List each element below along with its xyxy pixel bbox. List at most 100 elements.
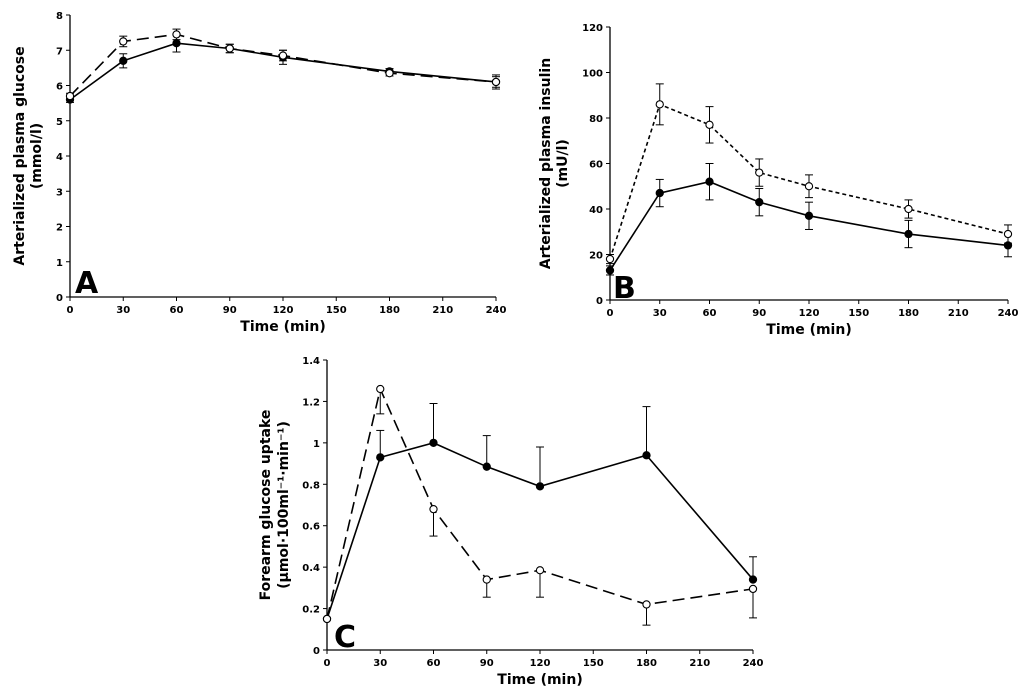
data-point-open bbox=[705, 120, 714, 129]
data-point-filled bbox=[482, 462, 491, 471]
data-point-open bbox=[225, 44, 234, 53]
x-tick-label: 0 bbox=[67, 305, 74, 316]
panel-A: 0 1 2 3 4 5 6 7 8 0 30 60 90 120 150 180 210 240 Time (min… bbox=[12, 11, 506, 335]
data-point-open bbox=[535, 566, 545, 575]
x-tick-label: 90 bbox=[480, 658, 494, 669]
data-point-open bbox=[904, 204, 913, 214]
series-line-open bbox=[69, 33, 497, 97]
x-tick-label: 60 bbox=[703, 308, 717, 319]
y-tick-label: 6 bbox=[56, 82, 63, 93]
x-tick-label: 240 bbox=[486, 305, 507, 316]
x-tick-label: 180 bbox=[636, 658, 657, 669]
y-tick-label: 2 bbox=[56, 223, 63, 234]
y-axis-title: Forearm glucose uptake bbox=[258, 410, 274, 601]
x-tick-label: 150 bbox=[848, 308, 869, 319]
x-tick-label: 60 bbox=[427, 658, 441, 669]
x-tick-label: 90 bbox=[752, 308, 766, 319]
x-tick-label: 210 bbox=[689, 658, 710, 669]
data-point-filled bbox=[755, 198, 764, 207]
x-axis-title: Time (min) bbox=[240, 319, 325, 335]
y-tick-label: 5 bbox=[56, 117, 63, 128]
x-tick-label: 240 bbox=[998, 308, 1019, 319]
data-point-open bbox=[65, 91, 75, 101]
data-point-open bbox=[429, 504, 438, 514]
y-tick-label: 40 bbox=[589, 205, 603, 216]
data-point-open bbox=[278, 51, 288, 60]
x-tick-label: 30 bbox=[373, 658, 387, 669]
y-tick-label: 1.2 bbox=[302, 397, 320, 408]
data-point-filled bbox=[429, 438, 438, 448]
x-tick-label: 0 bbox=[607, 308, 614, 319]
y-axis-unit: (µmol·100ml⁻¹·min⁻¹) bbox=[276, 421, 292, 589]
y-tick-label: 7 bbox=[56, 46, 63, 57]
data-point-open bbox=[322, 614, 332, 624]
y-tick-label: 4 bbox=[56, 152, 63, 163]
data-point-filled bbox=[535, 482, 545, 491]
data-point-open bbox=[172, 30, 181, 39]
y-tick-label: 1.4 bbox=[302, 356, 320, 367]
data-point-open bbox=[385, 69, 394, 78]
data-point-filled bbox=[804, 211, 814, 220]
x-tick-label: 30 bbox=[653, 308, 667, 319]
y-tick-label: 0.4 bbox=[302, 563, 320, 574]
y-tick-label: 1 bbox=[313, 439, 320, 450]
data-point-open bbox=[491, 77, 501, 87]
panel-C: 0 0.2 0.4 0.6 0.8 1 1.2 1.4 0 30 60 90 120 150 180 210 2… bbox=[258, 356, 763, 688]
data-point-filled bbox=[748, 575, 758, 584]
x-axis-title: Time (min) bbox=[497, 672, 582, 688]
x-tick-label: 120 bbox=[799, 308, 820, 319]
data-point-filled bbox=[605, 266, 615, 275]
y-tick-label: 20 bbox=[589, 251, 603, 262]
y-tick-label: 100 bbox=[582, 69, 603, 80]
x-tick-label: 210 bbox=[432, 305, 453, 316]
y-tick-label: 0.6 bbox=[302, 522, 320, 533]
y-tick-label: 0 bbox=[56, 293, 63, 304]
x-tick-label: 90 bbox=[223, 305, 237, 316]
y-axis-title: Arterialized plasma insulin bbox=[538, 58, 554, 269]
x-tick-label: 120 bbox=[273, 305, 294, 316]
data-point-filled bbox=[642, 451, 651, 460]
y-tick-label: 80 bbox=[589, 114, 603, 125]
panel-letter: B bbox=[613, 271, 636, 306]
data-point-open bbox=[804, 182, 814, 191]
data-point-open bbox=[1003, 229, 1013, 239]
y-tick-label: 0 bbox=[313, 646, 320, 657]
y-axis-unit: (mmol/l) bbox=[29, 123, 45, 189]
x-tick-label: 30 bbox=[116, 305, 130, 316]
data-point-open bbox=[376, 384, 385, 394]
x-axis-title: Time (min) bbox=[766, 322, 851, 338]
x-tick-label: 120 bbox=[530, 658, 551, 669]
data-point-open bbox=[119, 37, 128, 46]
y-tick-label: 0.8 bbox=[302, 480, 320, 491]
data-point-open bbox=[755, 168, 764, 177]
y-tick-label: 3 bbox=[56, 187, 63, 198]
data-point-open bbox=[748, 584, 758, 594]
x-tick-label: 0 bbox=[324, 658, 331, 669]
y-axis-unit: (mU/l) bbox=[555, 139, 571, 188]
x-tick-label: 180 bbox=[898, 308, 919, 319]
panel-B: 0 20 40 60 80 100 120 0 30 60 90 120 150 180 210 240 Tim… bbox=[538, 23, 1018, 338]
data-point-filled bbox=[376, 453, 385, 462]
x-tick-label: 210 bbox=[948, 308, 969, 319]
y-tick-label: 60 bbox=[589, 160, 603, 171]
data-point-filled bbox=[1003, 241, 1013, 250]
x-tick-label: 150 bbox=[326, 305, 347, 316]
y-tick-label: 120 bbox=[582, 23, 603, 34]
x-tick-label: 60 bbox=[170, 305, 184, 316]
data-point-filled bbox=[655, 188, 664, 198]
y-tick-label: 8 bbox=[56, 11, 63, 22]
y-tick-label: 1 bbox=[56, 258, 63, 269]
x-tick-label: 240 bbox=[743, 658, 764, 669]
x-tick-label: 150 bbox=[583, 658, 604, 669]
data-point-open bbox=[655, 100, 664, 109]
x-tick-label: 180 bbox=[379, 305, 400, 316]
data-point-open bbox=[605, 254, 615, 264]
y-axis-title: Arterialized plasma glucose bbox=[12, 46, 28, 265]
y-tick-label: 0 bbox=[596, 296, 603, 307]
panel-letter: C bbox=[334, 620, 356, 655]
data-point-filled bbox=[119, 56, 128, 65]
data-point-open bbox=[642, 600, 651, 609]
data-point-filled bbox=[705, 177, 714, 186]
data-point-open bbox=[482, 575, 491, 584]
